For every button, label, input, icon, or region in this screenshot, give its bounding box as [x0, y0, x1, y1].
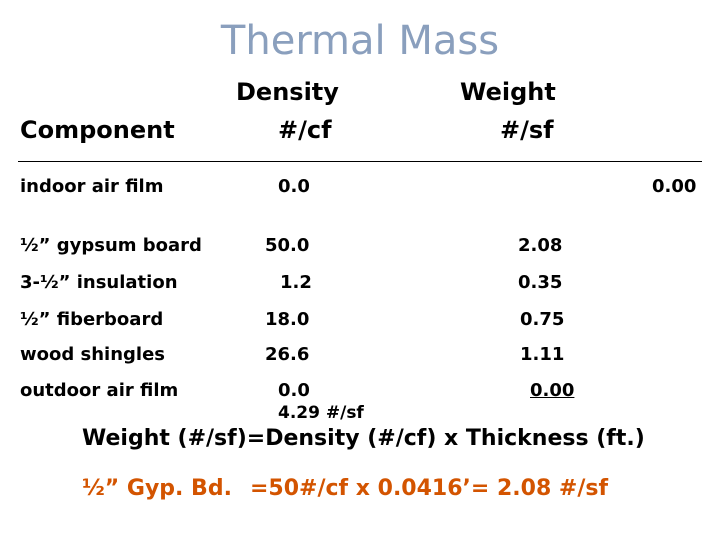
row-weight: 2.08 — [518, 235, 563, 256]
row-weight: 0.00 — [530, 380, 575, 401]
example-label: ½” Gyp. Bd. — [82, 476, 232, 501]
component-header: Component — [20, 116, 175, 144]
row-weight: 1.11 — [520, 344, 565, 365]
weight-unit-header: #/sf — [500, 116, 554, 144]
row-density: 26.6 — [265, 344, 310, 365]
slide-title: Thermal Mass — [220, 18, 500, 64]
row-weight: 0.35 — [518, 272, 563, 293]
row-weight: 0.00 — [652, 176, 697, 197]
row-component: indoor air film — [20, 176, 164, 197]
row-component: ½” gypsum board — [20, 235, 202, 256]
header-divider — [18, 161, 702, 162]
density-header: Density — [236, 78, 339, 106]
row-component: outdoor air film — [20, 380, 179, 401]
total-weight: 4.29 #/sf — [278, 403, 364, 423]
weight-formula: Weight (#/sf)=Density (#/cf) x Thickness… — [82, 426, 645, 451]
row-density: 18.0 — [265, 309, 310, 330]
row-component: 3-½” insulation — [20, 272, 178, 293]
row-density: 0.0 — [278, 380, 310, 401]
density-unit-header: #/cf — [278, 116, 332, 144]
row-density: 1.2 — [280, 272, 312, 293]
row-weight: 0.75 — [520, 309, 565, 330]
row-component: ½” fiberboard — [20, 309, 164, 330]
example-calculation: =50#/cf x 0.0416’= 2.08 #/sf — [250, 476, 609, 501]
row-density: 50.0 — [265, 235, 310, 256]
row-density: 0.0 — [278, 176, 310, 197]
weight-header: Weight — [460, 78, 556, 106]
row-component: wood shingles — [20, 344, 166, 365]
